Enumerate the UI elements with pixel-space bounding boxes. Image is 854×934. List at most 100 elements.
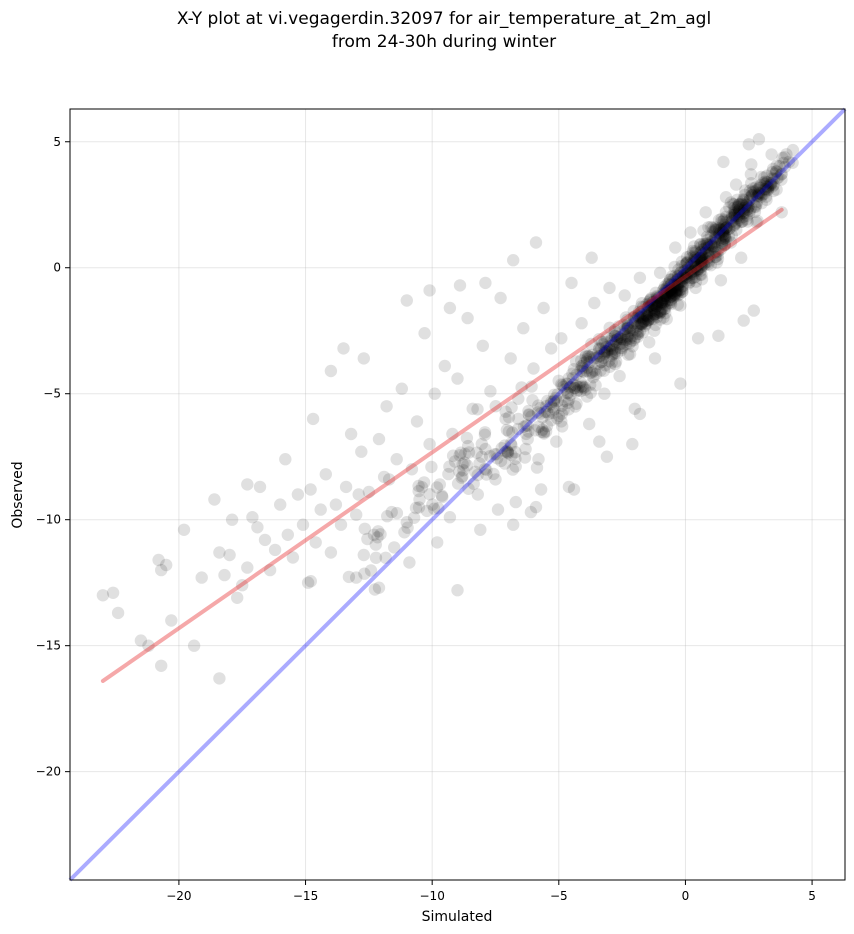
- data-point-c583: [627, 304, 640, 318]
- data-point-c444: [368, 583, 382, 596]
- data-point-c63: [613, 337, 626, 351]
- data-point-c131: [663, 291, 676, 304]
- data-point-c197: [636, 316, 650, 329]
- data-point-c513: [574, 380, 587, 394]
- data-point-c276: [661, 290, 674, 304]
- data-point-c218: [729, 216, 743, 229]
- data-point-c356: [703, 247, 716, 260]
- data-point-97: [603, 281, 616, 295]
- data-point-c707: [672, 263, 685, 276]
- data-point-c177: [654, 313, 667, 326]
- data-point-c362: [709, 233, 723, 246]
- data-point-c756: [695, 260, 708, 274]
- data-point-c613: [652, 305, 665, 319]
- data-point-96: [598, 387, 611, 400]
- data-point-c628: [669, 288, 682, 301]
- data-point-60: [428, 387, 441, 400]
- data-point-c415: [460, 431, 474, 445]
- data-point-30: [286, 551, 300, 564]
- data-point-128: [760, 193, 773, 206]
- data-point-c781: [738, 188, 751, 202]
- data-point-c699: [687, 254, 701, 267]
- data-point-c714: [650, 306, 664, 320]
- data-point-c795: [695, 253, 708, 266]
- y-tick-label-5: 5: [53, 135, 61, 149]
- data-point-c125: [661, 294, 674, 308]
- data-point-c145: [631, 326, 644, 339]
- data-point-c21: [509, 452, 522, 465]
- data-point-110: [669, 241, 682, 254]
- data-point-c692: [615, 337, 629, 350]
- data-point-c271: [665, 288, 679, 301]
- data-point-c263: [649, 286, 662, 299]
- data-point-c519: [534, 401, 547, 415]
- data-point-c213: [681, 261, 695, 274]
- data-point-c373: [736, 195, 749, 208]
- data-point-162: [567, 483, 581, 496]
- data-point-c333: [732, 211, 746, 225]
- data-point-c17: [512, 422, 525, 436]
- data-point-166: [691, 332, 705, 345]
- data-point-c637: [657, 283, 670, 296]
- data-point-c559: [581, 349, 595, 363]
- data-point-c143: [639, 309, 652, 322]
- data-point-c758: [700, 237, 714, 250]
- data-point-c140: [616, 333, 629, 346]
- data-point-c507: [570, 379, 583, 392]
- data-point-c776: [704, 220, 718, 234]
- data-point-c90: [570, 368, 583, 381]
- data-point-c605: [671, 270, 685, 283]
- data-point-c499: [603, 343, 617, 356]
- data-point-c560: [651, 295, 664, 308]
- data-point-c801: [717, 232, 730, 245]
- data-point-c156: [621, 321, 635, 335]
- data-point-c310: [750, 195, 763, 208]
- data-point-c347: [692, 252, 706, 265]
- data-point-c187: [660, 287, 673, 300]
- data-point-c343: [723, 222, 736, 235]
- data-point-2: [111, 606, 125, 620]
- data-point-c482: [502, 447, 515, 460]
- data-point-c283: [671, 298, 684, 311]
- data-point-c359: [661, 277, 674, 290]
- data-point-c105: [597, 364, 611, 377]
- x-tick-label-4: 0: [682, 889, 690, 903]
- data-point-c223: [741, 215, 754, 228]
- data-point-c404: [719, 205, 733, 219]
- data-point-c600: [601, 346, 614, 359]
- data-point-c39: [564, 388, 577, 401]
- data-point-c53: [475, 450, 488, 463]
- data-point-c738: [707, 240, 720, 254]
- data-point-c845: [770, 165, 783, 178]
- data-point-c66: [561, 396, 575, 410]
- data-point-c589: [628, 314, 642, 328]
- data-point-c779: [717, 220, 730, 234]
- data-point-c70: [572, 381, 585, 394]
- data-point-c150: [633, 317, 646, 330]
- data-point-c181: [605, 349, 619, 362]
- data-point-c334: [735, 197, 748, 211]
- data-point-c571: [675, 255, 688, 268]
- data-point-36: [314, 503, 327, 516]
- data-point-172: [555, 415, 568, 428]
- data-point-c490: [592, 333, 606, 346]
- data-point-80: [522, 425, 535, 438]
- data-point-c505: [549, 391, 562, 405]
- data-point-c417: [446, 449, 460, 462]
- data-point-c840: [770, 171, 784, 185]
- data-point-94: [588, 296, 601, 310]
- data-point-160: [562, 480, 576, 494]
- data-point-c682: [650, 299, 663, 313]
- data-point-c608: [662, 286, 675, 299]
- data-point-26: [268, 543, 282, 557]
- data-point-c365: [728, 201, 741, 214]
- data-point-c383: [724, 213, 737, 226]
- data-point-c531: [623, 347, 637, 361]
- data-point-c471: [369, 551, 383, 564]
- data-point-c205: [689, 275, 703, 288]
- data-point-17: [225, 513, 239, 526]
- data-point-c533: [571, 383, 584, 397]
- data-point-c335: [689, 251, 702, 264]
- data-point-c542: [650, 294, 663, 308]
- data-point-c851: [770, 165, 783, 178]
